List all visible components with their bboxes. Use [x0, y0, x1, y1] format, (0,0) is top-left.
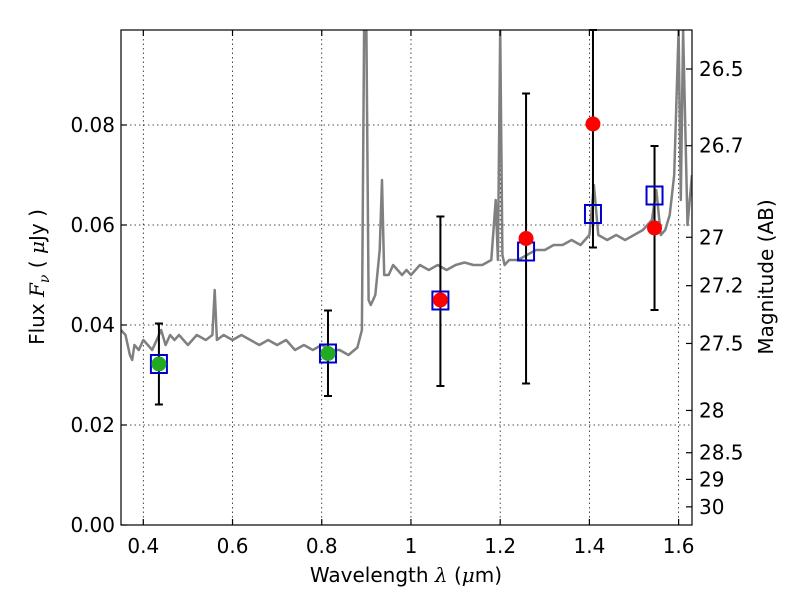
- y2-tick-label-8: 30: [699, 495, 724, 519]
- x-tick-label-4: 1.2: [484, 534, 516, 558]
- y-axis-title: Flux Fν ( μJy ): [25, 209, 53, 345]
- observed-point-2: [432, 292, 448, 308]
- model-photometry-points: [149, 185, 664, 374]
- y-tick-label-2: 0.04: [70, 313, 115, 337]
- y2-tick-label-4: 27.5: [699, 331, 744, 355]
- y-tick-label-0: 0.00: [70, 513, 115, 537]
- y2-tick-label-1: 26.7: [699, 134, 744, 158]
- y2-tick-label-6: 28.5: [699, 441, 744, 465]
- y2-axis-ticks: 26.5 26.7 27 27.2 27.5 28 28.529 30: [686, 57, 744, 519]
- grid: [121, 30, 692, 526]
- x-axis-title: Wavelength λ (μm): [310, 563, 502, 587]
- plot-frame: [120, 29, 693, 526]
- y2-tick-label-7: 29: [699, 467, 724, 491]
- model-point-5: [645, 185, 664, 206]
- x-tick-label-2: 0.8: [306, 534, 338, 558]
- y-tick-label-1: 0.02: [70, 413, 115, 437]
- x-tick-label-5: 1.4: [573, 534, 605, 558]
- observed-point-5: [647, 220, 663, 236]
- y2-tick-label-5: 28: [699, 398, 724, 422]
- y2-axis-title: Magnitude (AB): [754, 199, 778, 354]
- x-axis-ticks: 0.4 0.6 0.8 1 1.2 1.4 1.6: [127, 30, 695, 558]
- y2-tick-label-0: 26.5: [699, 57, 744, 81]
- y2-tick-label-2: 27: [699, 225, 724, 249]
- x-tick-label-3: 1: [405, 534, 418, 558]
- model-point-0: [149, 354, 168, 374]
- observed-point-4: [585, 116, 601, 132]
- model-point-1: [318, 343, 337, 364]
- error-bars: [154, 29, 659, 406]
- observed-photometry-points: [151, 116, 663, 372]
- model-spectrum-line: [121, 30, 692, 362]
- observed-point-0: [151, 356, 167, 372]
- y2-tick-label-3: 27.2: [699, 274, 744, 298]
- x-tick-label-0: 0.4: [127, 534, 159, 558]
- model-point-4: [583, 204, 602, 224]
- y-tick-label-3: 0.06: [70, 213, 115, 237]
- model-point-2: [431, 290, 450, 311]
- observed-point-3: [518, 231, 534, 246]
- y-axis-ticks: 0.00 0.02 0.04 0.06 0.08: [70, 113, 127, 537]
- y-tick-label-4: 0.08: [70, 113, 115, 137]
- x-tick-label-6: 1.6: [663, 534, 695, 558]
- observed-point-1: [320, 346, 336, 361]
- x-tick-label-1: 0.6: [217, 534, 249, 558]
